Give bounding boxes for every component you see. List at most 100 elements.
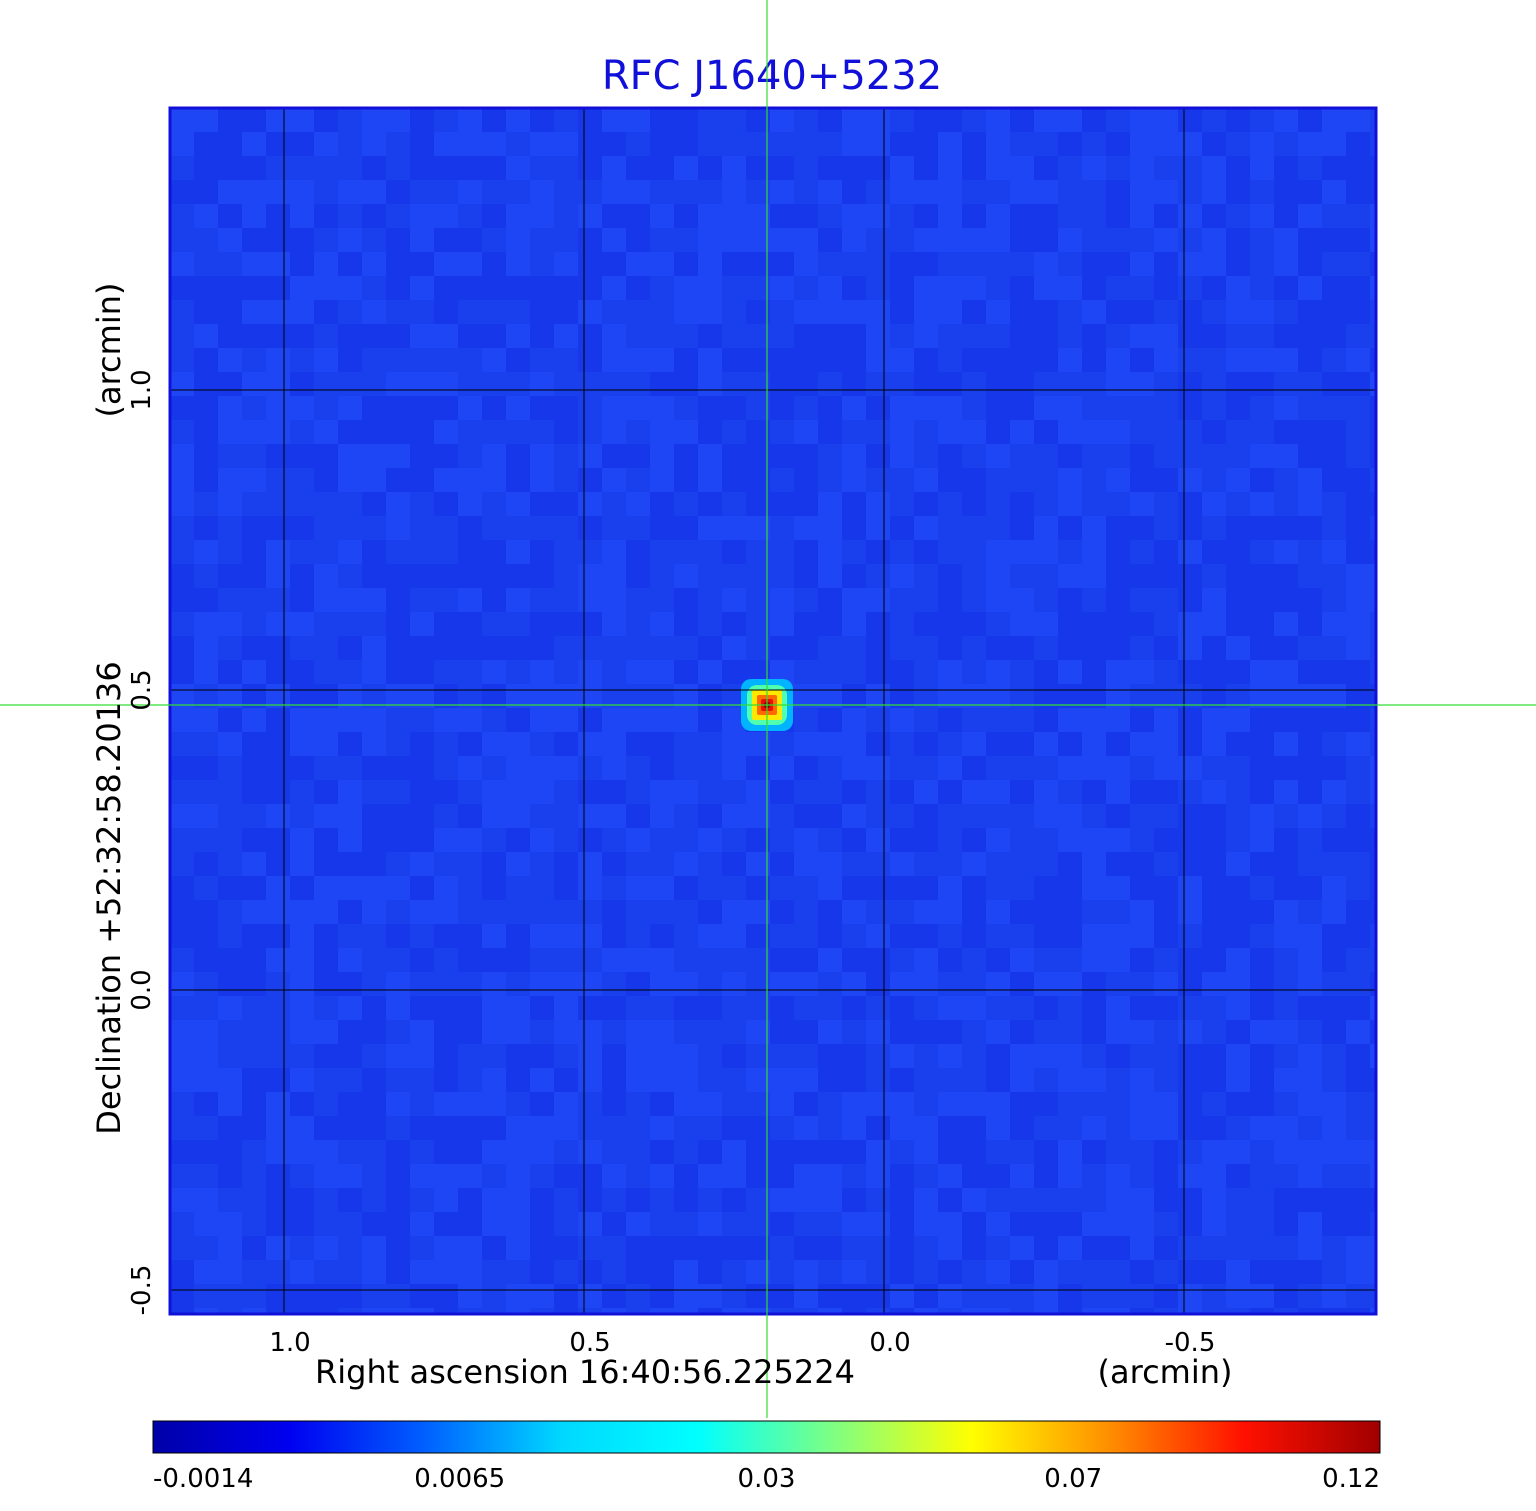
noise-cell bbox=[218, 732, 242, 756]
noise-cell bbox=[386, 1020, 410, 1044]
noise-cell bbox=[554, 276, 578, 300]
noise-cell bbox=[290, 804, 314, 828]
noise-cell bbox=[1250, 1260, 1274, 1284]
noise-cell bbox=[722, 1212, 746, 1236]
noise-cell bbox=[1274, 660, 1298, 684]
noise-cell bbox=[1298, 756, 1322, 780]
noise-cell bbox=[530, 1188, 554, 1212]
noise-cell bbox=[914, 1044, 938, 1068]
noise-cell bbox=[602, 876, 626, 900]
noise-cell bbox=[1346, 1140, 1370, 1164]
noise-cell bbox=[986, 636, 1010, 660]
noise-cell bbox=[914, 1068, 938, 1092]
noise-cell bbox=[506, 996, 530, 1020]
noise-cell bbox=[482, 228, 506, 252]
noise-cell bbox=[530, 756, 554, 780]
noise-cell bbox=[1202, 180, 1226, 204]
noise-cell bbox=[458, 828, 482, 852]
noise-cell bbox=[626, 1164, 650, 1188]
noise-cell bbox=[1250, 612, 1274, 636]
noise-cell bbox=[218, 708, 242, 732]
noise-cell bbox=[1034, 612, 1058, 636]
noise-cell bbox=[218, 636, 242, 660]
noise-cell bbox=[170, 1236, 194, 1260]
noise-cell bbox=[626, 444, 650, 468]
noise-cell bbox=[746, 348, 770, 372]
noise-cell bbox=[1226, 108, 1250, 132]
noise-cell bbox=[650, 1284, 674, 1308]
noise-cell bbox=[1346, 1020, 1370, 1044]
noise-cell bbox=[650, 372, 674, 396]
noise-cell bbox=[842, 252, 866, 276]
noise-cell bbox=[482, 540, 506, 564]
noise-cell bbox=[626, 1020, 650, 1044]
noise-cell bbox=[722, 756, 746, 780]
noise-cell bbox=[290, 1020, 314, 1044]
noise-cell bbox=[1178, 300, 1202, 324]
noise-cell bbox=[842, 1116, 866, 1140]
noise-cell bbox=[938, 780, 962, 804]
noise-cell bbox=[602, 1188, 626, 1212]
noise-cell bbox=[1058, 948, 1082, 972]
noise-cell bbox=[650, 588, 674, 612]
noise-cell bbox=[410, 1044, 434, 1068]
noise-cell bbox=[794, 444, 818, 468]
noise-cell bbox=[866, 300, 890, 324]
noise-cell bbox=[338, 1044, 362, 1068]
noise-cell bbox=[314, 444, 338, 468]
noise-cell bbox=[650, 1020, 674, 1044]
noise-cell bbox=[770, 1140, 794, 1164]
noise-cell bbox=[386, 1068, 410, 1092]
noise-cell bbox=[866, 180, 890, 204]
noise-cell bbox=[1154, 492, 1178, 516]
noise-cell bbox=[242, 756, 266, 780]
noise-cell bbox=[218, 684, 242, 708]
noise-cell bbox=[1034, 228, 1058, 252]
noise-cell bbox=[674, 228, 698, 252]
noise-cell bbox=[722, 636, 746, 660]
noise-cell bbox=[1346, 996, 1370, 1020]
noise-cell bbox=[866, 804, 890, 828]
noise-cell bbox=[698, 276, 722, 300]
noise-cell bbox=[938, 828, 962, 852]
noise-cell bbox=[266, 300, 290, 324]
noise-cell bbox=[626, 492, 650, 516]
noise-cell bbox=[1370, 1308, 1376, 1314]
noise-cell bbox=[1346, 708, 1370, 732]
noise-cell bbox=[602, 348, 626, 372]
noise-cell bbox=[434, 300, 458, 324]
noise-cell bbox=[818, 684, 842, 708]
noise-cell bbox=[890, 468, 914, 492]
noise-cell bbox=[410, 1020, 434, 1044]
noise-cell bbox=[1058, 228, 1082, 252]
noise-cell bbox=[530, 564, 554, 588]
noise-cell bbox=[1130, 1020, 1154, 1044]
noise-cell bbox=[1250, 900, 1274, 924]
noise-cell bbox=[314, 636, 338, 660]
noise-cell bbox=[938, 1116, 962, 1140]
noise-cell bbox=[986, 396, 1010, 420]
noise-cell bbox=[914, 420, 938, 444]
noise-cell bbox=[194, 1116, 218, 1140]
noise-cell bbox=[506, 564, 530, 588]
noise-cell bbox=[770, 444, 794, 468]
noise-cell bbox=[290, 732, 314, 756]
noise-cell bbox=[506, 228, 530, 252]
noise-cell bbox=[986, 708, 1010, 732]
noise-cell bbox=[1178, 1164, 1202, 1188]
noise-cell bbox=[794, 1044, 818, 1068]
noise-cell bbox=[794, 1188, 818, 1212]
noise-cell bbox=[1274, 372, 1298, 396]
noise-cell bbox=[602, 204, 626, 228]
noise-cell bbox=[722, 108, 746, 132]
noise-cell bbox=[986, 300, 1010, 324]
noise-cell bbox=[194, 1188, 218, 1212]
noise-cell bbox=[434, 732, 458, 756]
noise-cell bbox=[746, 780, 770, 804]
noise-cell bbox=[1274, 1260, 1298, 1284]
noise-cell bbox=[866, 276, 890, 300]
noise-cell bbox=[218, 660, 242, 684]
noise-cell bbox=[266, 924, 290, 948]
noise-cell bbox=[650, 924, 674, 948]
noise-cell bbox=[842, 948, 866, 972]
